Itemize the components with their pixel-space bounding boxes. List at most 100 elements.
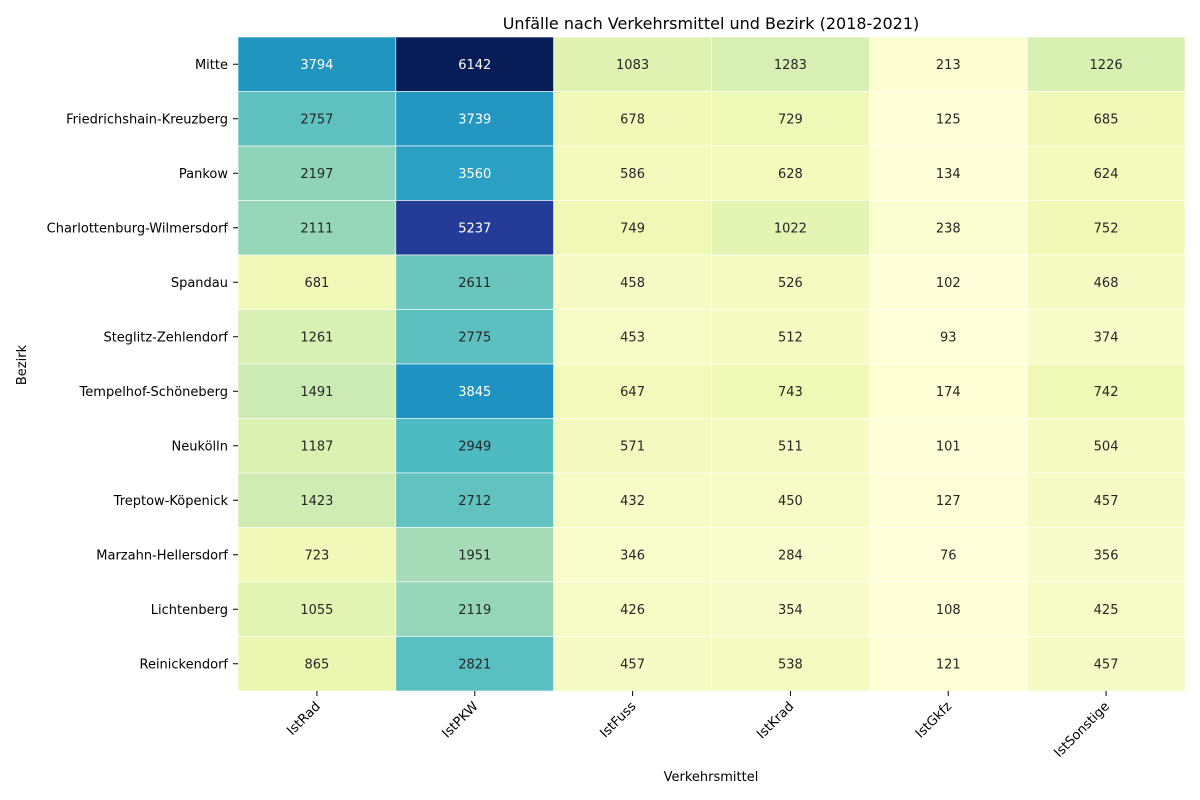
- cell-value-label: 624: [1094, 167, 1119, 182]
- cell-value-label: 3794: [300, 58, 333, 73]
- row-tick-label: Tempelhof-Schöneberg: [79, 385, 228, 400]
- cell-value-label: 174: [936, 385, 961, 400]
- cell-value-label: 354: [778, 603, 803, 618]
- cell-value-label: 134: [936, 167, 961, 182]
- cell-value-label: 571: [620, 439, 645, 454]
- row-tick-label: Friedrichshain-Kreuzberg: [66, 112, 228, 127]
- heatmap-cell: [237, 418, 397, 474]
- cell-value-label: 742: [1094, 385, 1119, 400]
- heatmap-cell: [395, 527, 554, 583]
- heatmap-cell: [237, 36, 397, 92]
- cell-value-label: 457: [1094, 494, 1119, 509]
- cell-value-label: 1951: [458, 548, 491, 563]
- heatmap-cell: [237, 309, 397, 365]
- heatmap-cell: [711, 145, 870, 201]
- row-tick-label: Lichtenberg: [151, 603, 228, 618]
- cell-value-label: 76: [940, 548, 957, 563]
- cell-value-label: 458: [620, 276, 645, 291]
- heatmap-cell: [237, 636, 397, 692]
- heatmap-cell: [553, 363, 712, 419]
- cell-value-label: 511: [778, 439, 803, 454]
- cell-value-label: 450: [778, 494, 803, 509]
- heatmap-cell: [553, 527, 712, 583]
- heatmap-cell: [395, 36, 554, 92]
- heatmap-cell: [553, 145, 712, 201]
- heatmap-cell: [237, 472, 397, 528]
- heatmap-cell: [711, 636, 870, 692]
- heatmap-cell: [395, 145, 554, 201]
- heatmap-cell: [869, 36, 1028, 92]
- cell-value-label: 2757: [300, 112, 333, 127]
- heatmap-cell: [1026, 309, 1186, 365]
- row-tick-label: Mitte: [195, 58, 228, 73]
- row-tick-label: Reinickendorf: [140, 657, 229, 672]
- column-tick-label: IstFuss: [598, 699, 640, 741]
- heatmap-cell: [553, 254, 712, 310]
- cell-value-label: 1083: [616, 58, 649, 73]
- column-tick-label: IstSonstige: [1051, 699, 1112, 760]
- cell-value-label: 2611: [458, 276, 491, 291]
- heatmap-cell: [395, 581, 554, 637]
- heatmap-cell: [395, 636, 554, 692]
- heatmap-cell: [869, 309, 1028, 365]
- heatmap-cell: [553, 472, 712, 528]
- cell-value-label: 1022: [774, 221, 807, 236]
- cell-value-label: 346: [620, 548, 645, 563]
- heatmap-cell: [711, 91, 870, 147]
- column-tick-group: IstRad IstPKW IstFuss IstKrad IstGkfz IstSons…: [284, 691, 1113, 761]
- heatmap-cell: [237, 254, 397, 310]
- heatmap-cell: [1026, 363, 1186, 419]
- heatmap-cell: [869, 527, 1028, 583]
- heatmap-cell: [1026, 200, 1186, 256]
- heatmap-cell: [395, 363, 554, 419]
- heatmap-cell: [237, 363, 397, 419]
- cell-value-label: 538: [778, 657, 803, 672]
- row-tick-label: Marzahn-Hellersdorf: [96, 548, 228, 563]
- cell-value-label: 681: [305, 276, 330, 291]
- cell-value-label: 453: [620, 330, 645, 345]
- heatmap-cell: [553, 36, 712, 92]
- row-tick-label: Pankow: [179, 167, 228, 182]
- cell-value-label: 374: [1094, 330, 1119, 345]
- cell-value-label: 504: [1094, 439, 1119, 454]
- heatmap-cell: [237, 145, 397, 201]
- heatmap-cell: [237, 200, 397, 256]
- cell-value-label: 678: [620, 112, 645, 127]
- cell-value-label: 6142: [458, 58, 491, 73]
- heatmap-cell: [869, 636, 1028, 692]
- heatmap-cell: [711, 254, 870, 310]
- cell-value-label: 2119: [458, 603, 491, 618]
- cell-value-label: 729: [778, 112, 803, 127]
- heatmap-cell: [1026, 254, 1186, 310]
- cell-value-label: 1283: [774, 58, 807, 73]
- chart-title: Unfälle nach Verkehrsmittel und Bezirk (…: [503, 14, 920, 33]
- column-tick-label: IstRad: [284, 699, 323, 738]
- cell-value-label: 1423: [300, 494, 333, 509]
- cell-value-label: 108: [936, 603, 961, 618]
- cell-value-label: 2197: [300, 167, 333, 182]
- cell-value-label: 432: [620, 494, 645, 509]
- column-tick-label: IstGkfz: [913, 699, 955, 741]
- cell-value-label: 213: [936, 58, 961, 73]
- heatmap-cell: [1026, 581, 1186, 637]
- heatmap-cell: [395, 472, 554, 528]
- cell-value-label: 121: [936, 657, 961, 672]
- cell-value-label: 628: [778, 167, 803, 182]
- cell-value-label: 284: [778, 548, 803, 563]
- cell-value-label: 93: [940, 330, 957, 345]
- cell-value-label: 526: [778, 276, 803, 291]
- cell-value-label: 752: [1094, 221, 1119, 236]
- cell-value-label: 647: [620, 385, 645, 400]
- cell-value-label: 749: [620, 221, 645, 236]
- cell-value-label: 723: [305, 548, 330, 563]
- row-tick-label: Neukölln: [172, 439, 228, 454]
- row-tick-group: Mitte Friedrichshain-Kreuzberg Pankow Charl…: [47, 58, 238, 672]
- heatmap-cell: [711, 418, 870, 474]
- heatmap-cell: [869, 472, 1028, 528]
- heatmap-cell: [395, 200, 554, 256]
- cell-value-label: 2821: [458, 657, 491, 672]
- column-tick-label: IstKrad: [754, 699, 797, 742]
- heatmap-cell: [1026, 36, 1186, 92]
- cell-value-label: 3560: [458, 167, 491, 182]
- row-tick-label: Charlottenburg-Wilmersdorf: [47, 221, 229, 236]
